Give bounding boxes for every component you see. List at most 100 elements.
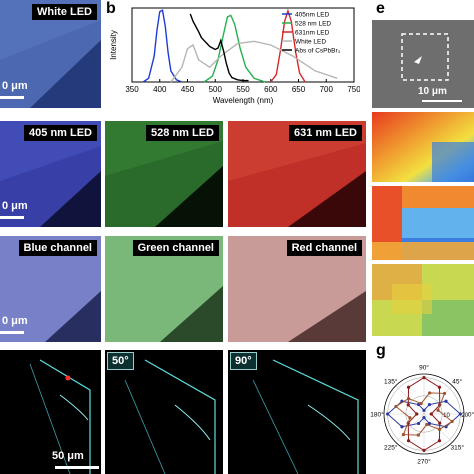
x-tick-label: 600 <box>264 85 278 94</box>
scale-bar-fiber <box>55 466 99 469</box>
legend-entry: White LED <box>295 39 326 46</box>
y-axis-label: Intensity <box>109 30 118 60</box>
angle-tick-label: 225° <box>384 444 398 452</box>
white-led-label: White LED <box>32 4 97 20</box>
polar-point <box>416 421 421 426</box>
polar-point <box>437 385 442 389</box>
label-red-channel: Red channel <box>286 240 362 256</box>
series-line-2 <box>270 8 306 83</box>
legend-entry: 631nm LED <box>295 30 330 37</box>
polar-point <box>422 408 426 412</box>
polar-point <box>458 412 462 416</box>
x-tick-label: 350 <box>125 85 139 94</box>
angle-tick-label: 315° <box>451 444 465 452</box>
angle-tick-label: 45° <box>452 377 462 385</box>
polar-point <box>408 416 412 420</box>
x-tick-label: 400 <box>153 85 167 94</box>
micrograph-red-led: 631 nm LED <box>228 121 366 227</box>
polar-point <box>406 385 411 389</box>
x-tick-label: 550 <box>236 85 250 94</box>
scale-bar-e <box>422 100 462 102</box>
angle-label-50: 50° <box>107 352 134 370</box>
label-528: 528 nm LED <box>146 125 219 141</box>
angle-label-90: 90° <box>230 352 257 370</box>
scale-label: 0 μm <box>2 315 28 327</box>
polar-point <box>428 391 432 395</box>
polar-point <box>416 402 421 407</box>
polar-plot: 10 20 90° 45° 0° 315° 270° 225° 180° 135° <box>370 364 474 466</box>
scale-bar <box>0 96 24 99</box>
micrograph-violet-led: 405 nm LED 0 μm <box>0 121 101 227</box>
polar-point <box>406 403 410 407</box>
scale-bar <box>0 216 24 219</box>
polar-point <box>427 421 432 426</box>
panel-letter-b: b <box>106 0 116 17</box>
fiber-image-1 <box>0 350 101 474</box>
angle-tick-label: 180° <box>370 411 384 419</box>
polar-point <box>394 404 398 409</box>
x-tick-label: 650 <box>292 85 306 94</box>
series-line-4 <box>189 13 249 82</box>
micrograph-blue-channel: Blue channel 0 μm <box>0 236 101 342</box>
polar-point <box>415 412 419 416</box>
polar-point <box>419 401 423 406</box>
panel-letter-g: g <box>376 342 386 359</box>
angle-grid <box>423 385 453 415</box>
heatmap-3 <box>372 264 474 336</box>
angle-grid <box>395 413 425 443</box>
heatmap-1 <box>372 112 474 182</box>
scale-label-e: 10 μm <box>418 86 447 97</box>
angle-tick-label: 0° <box>468 411 474 419</box>
polar-point <box>400 425 404 429</box>
polar-point <box>422 448 426 452</box>
scale-label: 0 μm <box>2 80 28 92</box>
micrograph-white-led: White LED 0 μm <box>0 0 101 108</box>
angle-grid <box>395 385 425 415</box>
polar-point <box>422 376 426 380</box>
polar-point <box>425 422 429 427</box>
scale-bar <box>0 331 24 334</box>
arrow-icon <box>414 56 422 64</box>
label-green-channel: Green channel <box>132 240 219 256</box>
polar-point <box>438 421 442 425</box>
polar-point <box>429 412 433 416</box>
micrograph-green-led: 528 nm LED <box>105 121 223 227</box>
polar-point <box>444 399 448 403</box>
polar-point <box>406 439 411 443</box>
polar-point <box>437 427 442 432</box>
series-line-3 <box>170 40 338 83</box>
series-line-1 <box>203 14 266 83</box>
x-tick-label: 450 <box>181 85 195 94</box>
x-tick-label: 750 <box>347 85 360 94</box>
polar-point <box>416 433 420 437</box>
micrograph-red-channel: Red channel <box>228 236 366 342</box>
panel-letter-e: e <box>376 0 385 17</box>
x-tick-label: 500 <box>209 85 223 94</box>
micrograph-e: 10 μm <box>372 20 474 108</box>
label-blue-channel: Blue channel <box>18 240 97 256</box>
x-axis-label: Wavelength (nm) <box>213 96 274 105</box>
angle-tick-label: 270° <box>417 458 431 466</box>
spectrum-chart: 350 400 450 500 550 600 650 700 750 Wavelength (n… <box>109 7 360 105</box>
scale-label: 0 μm <box>2 200 28 212</box>
polar-point <box>442 391 447 396</box>
polar-point <box>406 396 411 401</box>
polar-point <box>427 402 432 407</box>
fiber-image-50deg: 50° <box>105 350 223 474</box>
label-631: 631 nm LED <box>289 125 362 141</box>
radial-tick-label: 20 <box>461 413 468 419</box>
legend-entry: Abs of CsPbBr₃ <box>295 48 341 55</box>
angle-tick-label: 90° <box>419 364 429 372</box>
angle-grid <box>423 413 453 443</box>
label-405: 405 nm LED <box>24 125 97 141</box>
micrograph-green-channel: Green channel <box>105 236 223 342</box>
polar-point <box>450 419 454 424</box>
fiber-image-90deg: 90° <box>228 350 366 474</box>
polar-point <box>401 432 406 437</box>
series-line-0 <box>142 9 183 83</box>
angle-tick-label: 135° <box>384 377 398 385</box>
polar-point <box>437 439 442 443</box>
radial-tick-label: 10 <box>443 413 450 419</box>
legend-entry: 528 nm LED <box>295 21 331 28</box>
scale-label-fiber: 50 μm <box>52 450 84 462</box>
